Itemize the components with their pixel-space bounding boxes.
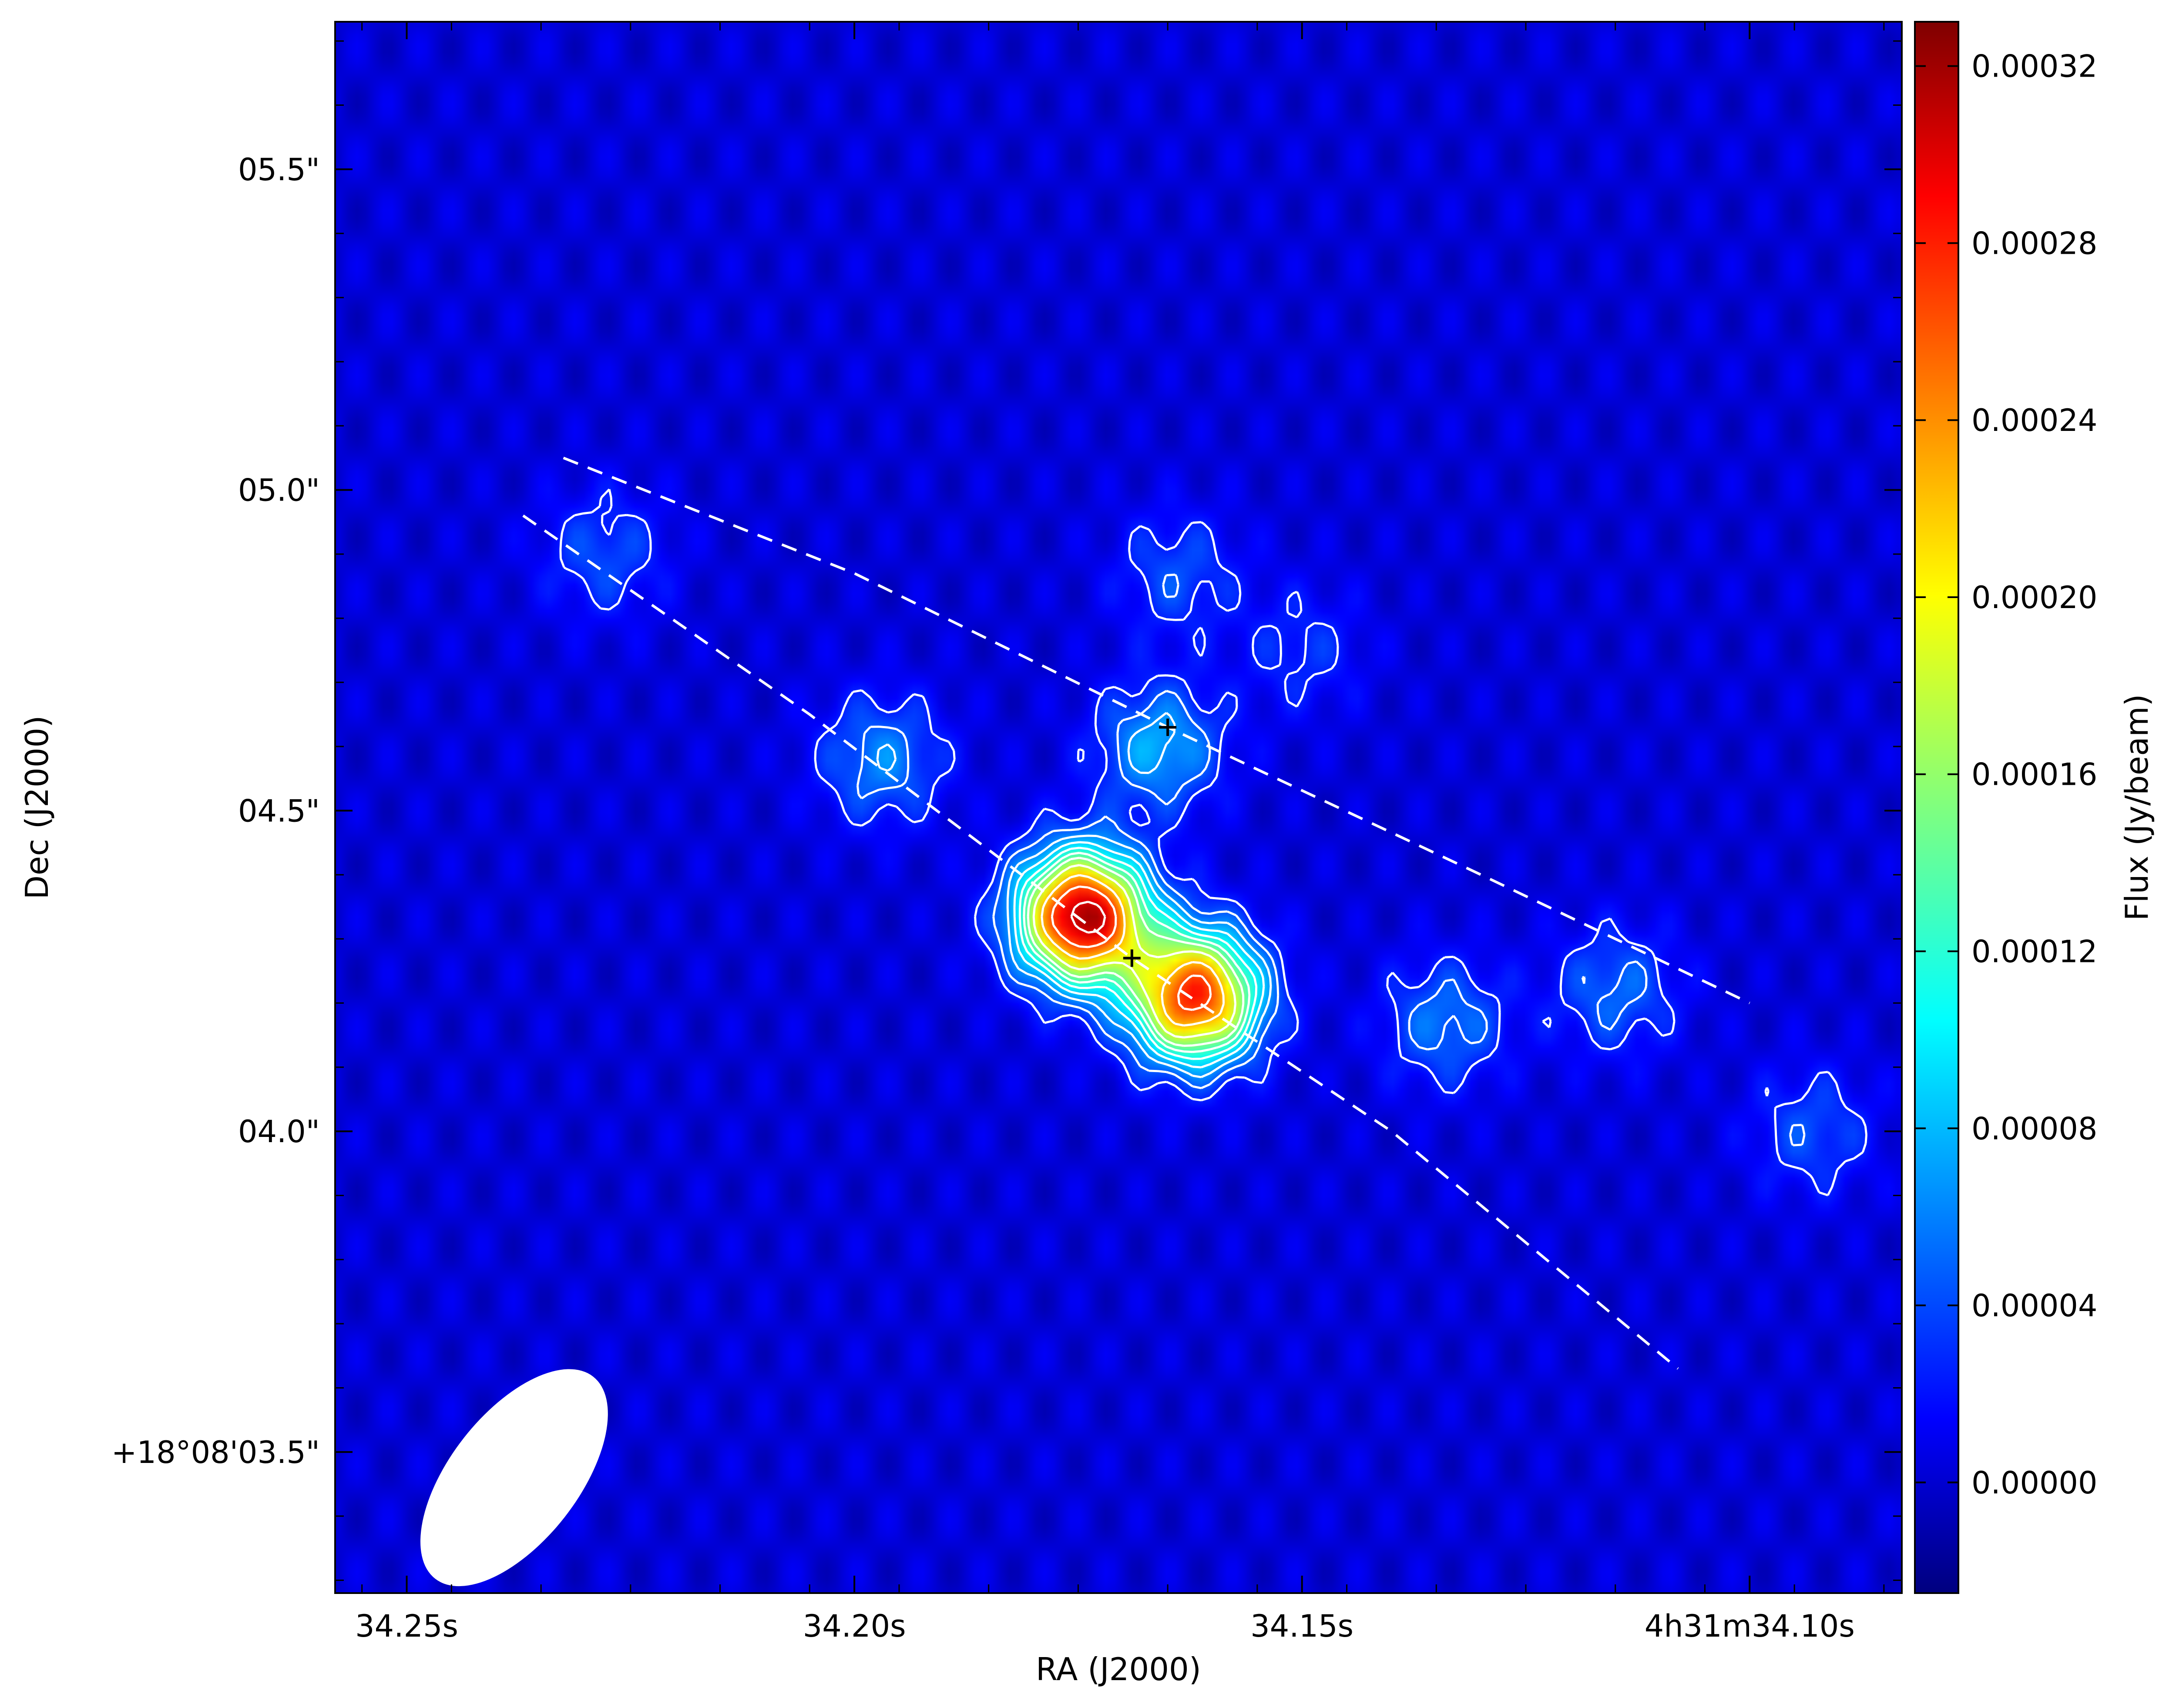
contour-level-4 <box>1013 841 1265 1069</box>
x-tick-label: 34.20s <box>803 1608 906 1644</box>
colorbar-tick-label: 0.00028 <box>1971 225 2097 261</box>
colorbar-tick-label: 0.00032 <box>1971 49 2097 84</box>
contour-level-1 <box>559 488 1867 1197</box>
colorbar-gradient <box>1914 21 1959 1594</box>
y-tick-label: 04.0" <box>238 1114 320 1150</box>
contour-level-9 <box>1041 874 1225 1027</box>
y-axis-title: Dec (J2000) <box>19 716 55 900</box>
image-panel: 34.25s 34.20s 34.15s 4h31m34.10s 05.5" 05.0"… <box>111 21 1903 1644</box>
y-tick-label: 05.5" <box>238 152 320 188</box>
contour-level-5 <box>1018 847 1258 1060</box>
colorbar-ticks: 0.00000 0.00004 0.00008 0.00012 0.00016 0.000… <box>1915 49 2097 1501</box>
cross-marker-1 <box>1159 718 1177 736</box>
contour-level-3 <box>876 712 1272 1079</box>
flux-heatmap <box>335 22 1902 1593</box>
x-tick-label: 34.25s <box>355 1608 458 1644</box>
y-tick-label: 04.5" <box>238 793 320 829</box>
colorbar-tick-label: 0.00024 <box>1971 403 2097 438</box>
y-axis-ticks: 05.5" 05.0" 04.5" 04.0" +18°08'03.5" <box>111 40 1902 1581</box>
x-axis-ticks: 34.25s 34.20s 34.15s 4h31m34.10s <box>355 22 1885 1644</box>
contour-level-11 <box>1070 901 1106 934</box>
colorbar-tick-label: 0.00008 <box>1971 1111 2097 1147</box>
colorbar: 0.00000 0.00004 0.00008 0.00012 0.00016 0.000… <box>1914 21 2155 1594</box>
colorbar-tick-label: 0.00004 <box>1971 1288 2097 1324</box>
colorbar-tick-label: 0.00000 <box>1971 1465 2097 1501</box>
contour-level-7 <box>1027 857 1245 1047</box>
contour-level-8 <box>1032 864 1237 1039</box>
x-axis-title: RA (J2000) <box>1036 1651 1201 1688</box>
source-crosses <box>1123 718 1177 967</box>
colorbar-tick-label: 0.00012 <box>1971 934 2097 969</box>
contour-level-6 <box>1023 851 1251 1053</box>
y-tick-label: 05.0" <box>238 473 320 508</box>
contour-level-2 <box>856 573 1806 1147</box>
beam-ellipse <box>420 1369 608 1587</box>
colorbar-title: Flux (Jy/beam) <box>2119 694 2155 921</box>
cross-marker-2 <box>1123 949 1141 967</box>
dashed-arc-2 <box>522 514 1679 1370</box>
y-tick-label: +18°08'03.5" <box>111 1435 320 1470</box>
colorbar-tick-label: 0.00020 <box>1971 580 2097 615</box>
x-tick-label: 34.15s <box>1250 1608 1353 1644</box>
contour-level-10 <box>1051 885 1212 1011</box>
flux-contours <box>559 488 1867 1197</box>
colorbar-tick-label: 0.00016 <box>1971 757 2097 793</box>
plot-frame <box>334 21 1903 1594</box>
x-tick-label: 4h31m34.10s <box>1645 1608 1855 1644</box>
